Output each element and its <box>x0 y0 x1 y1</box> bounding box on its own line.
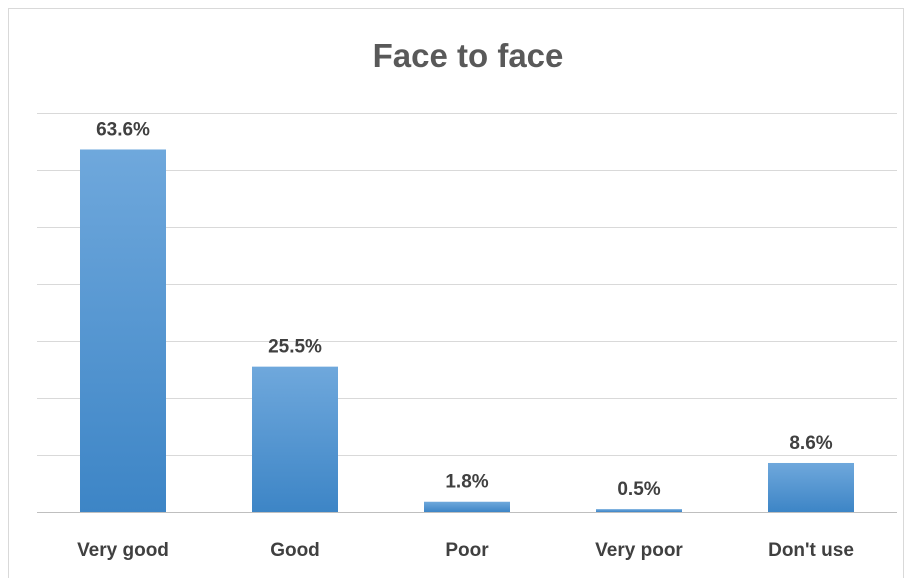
x-tick-label: Very poor <box>595 540 683 561</box>
bar-don-t-use <box>768 462 854 512</box>
data-label: 8.6% <box>789 433 832 454</box>
data-label: 25.5% <box>268 337 322 358</box>
data-labels: 63.6% 25.5% 1.8% 0.5% 8.6% <box>96 119 833 500</box>
data-label: 1.8% <box>445 472 488 493</box>
x-axis-tick-labels: Very good Good Poor Very poor Don't use <box>77 540 854 561</box>
x-tick-label: Good <box>270 540 320 561</box>
chart-title: Face to face <box>373 37 564 74</box>
data-label: 0.5% <box>617 479 660 500</box>
x-tick-label: Don't use <box>768 540 854 561</box>
bar-very-good <box>80 149 166 513</box>
bars <box>80 149 854 513</box>
gridlines <box>37 113 897 513</box>
data-label: 63.6% <box>96 119 150 140</box>
x-tick-label: Very good <box>77 540 169 561</box>
bar-poor <box>424 501 510 512</box>
x-tick-label: Poor <box>445 540 489 561</box>
bar-very-poor <box>596 509 682 512</box>
bar-good <box>252 366 338 512</box>
